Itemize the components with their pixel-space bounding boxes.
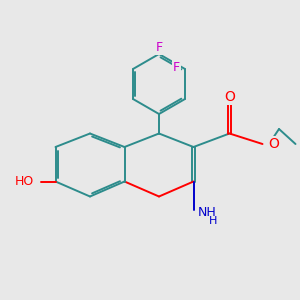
Text: HO: HO — [14, 175, 34, 188]
Text: NH: NH — [198, 206, 217, 219]
Text: O: O — [268, 137, 279, 151]
Text: F: F — [173, 61, 180, 74]
Text: O: O — [225, 90, 236, 104]
Text: F: F — [155, 41, 163, 54]
Text: H: H — [209, 216, 218, 226]
